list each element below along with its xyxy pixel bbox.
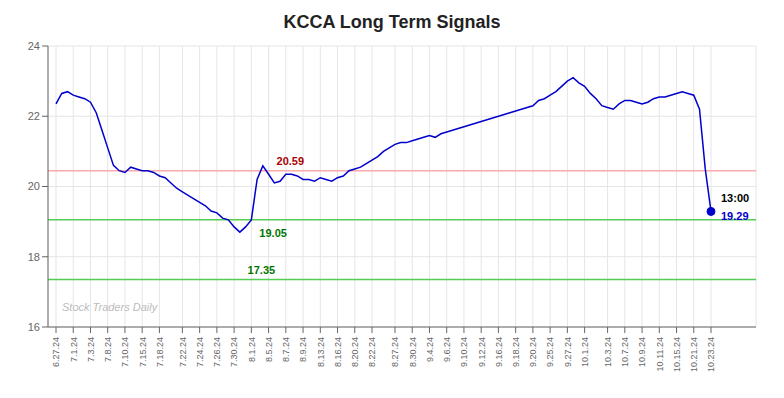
- svg-text:9.12.24: 9.12.24: [477, 337, 487, 367]
- svg-text:19.05: 19.05: [259, 227, 287, 239]
- svg-text:17.35: 17.35: [248, 264, 276, 276]
- svg-text:8.9.24: 8.9.24: [298, 337, 308, 362]
- svg-text:7.30.24: 7.30.24: [230, 337, 240, 367]
- svg-text:8.7.24: 8.7.24: [281, 337, 291, 362]
- svg-text:16: 16: [28, 321, 40, 333]
- svg-text:9.4.24: 9.4.24: [425, 337, 435, 362]
- svg-text:20: 20: [28, 180, 40, 192]
- svg-text:7.18.24: 7.18.24: [155, 337, 165, 367]
- svg-text:7.26.24: 7.26.24: [212, 337, 222, 367]
- svg-text:22: 22: [28, 110, 40, 122]
- svg-text:19.29: 19.29: [721, 210, 749, 222]
- svg-text:10.21.24: 10.21.24: [689, 337, 699, 372]
- svg-text:24: 24: [28, 40, 40, 52]
- svg-text:8.1.24: 8.1.24: [247, 337, 257, 362]
- svg-text:10.9.24: 10.9.24: [637, 337, 647, 367]
- svg-text:9.10.24: 9.10.24: [459, 337, 469, 367]
- svg-text:8.5.24: 8.5.24: [264, 337, 274, 362]
- svg-text:10.3.24: 10.3.24: [603, 337, 613, 367]
- svg-text:10.23.24: 10.23.24: [706, 337, 716, 372]
- svg-text:9.6.24: 9.6.24: [442, 337, 452, 362]
- svg-text:9.16.24: 9.16.24: [494, 337, 504, 367]
- svg-text:8.22.24: 8.22.24: [367, 337, 377, 367]
- html-text:KCCA Long Term Signals: KCCA Long Term Signals: [283, 12, 501, 32]
- svg-text:7.1.24: 7.1.24: [69, 337, 79, 362]
- svg-text:10.1.24: 10.1.24: [580, 337, 590, 367]
- svg-text:18: 18: [28, 251, 40, 263]
- svg-text:6.27.24: 6.27.24: [51, 337, 61, 367]
- svg-text:7.15.24: 7.15.24: [138, 337, 148, 367]
- svg-text:10.11.24: 10.11.24: [655, 337, 665, 371]
- svg-text:7.10.24: 7.10.24: [120, 337, 130, 367]
- svg-text:9.18.24: 9.18.24: [511, 337, 521, 367]
- svg-text:9.20.24: 9.20.24: [528, 337, 538, 367]
- svg-text:8.20.24: 8.20.24: [350, 337, 360, 367]
- svg-text:7.8.24: 7.8.24: [103, 337, 113, 362]
- svg-text:8.16.24: 8.16.24: [333, 337, 343, 367]
- svg-text:9.27.24: 9.27.24: [563, 337, 573, 367]
- svg-text:8.27.24: 8.27.24: [390, 337, 400, 367]
- svg-text:8.13.24: 8.13.24: [316, 337, 326, 367]
- svg-text:10.15.24: 10.15.24: [672, 337, 682, 372]
- svg-text:20.59: 20.59: [277, 155, 305, 167]
- svg-text:13:00: 13:00: [721, 192, 749, 204]
- svg-text:9.25.24: 9.25.24: [546, 337, 556, 367]
- svg-text:8.30.24: 8.30.24: [408, 337, 418, 367]
- svg-text:7.3.24: 7.3.24: [86, 337, 96, 362]
- svg-text:10.7.24: 10.7.24: [620, 337, 630, 367]
- html-text:Stock Traders Daily: Stock Traders Daily: [62, 301, 158, 313]
- svg-text:7.22.24: 7.22.24: [178, 337, 188, 367]
- svg-text:7.24.24: 7.24.24: [195, 337, 205, 367]
